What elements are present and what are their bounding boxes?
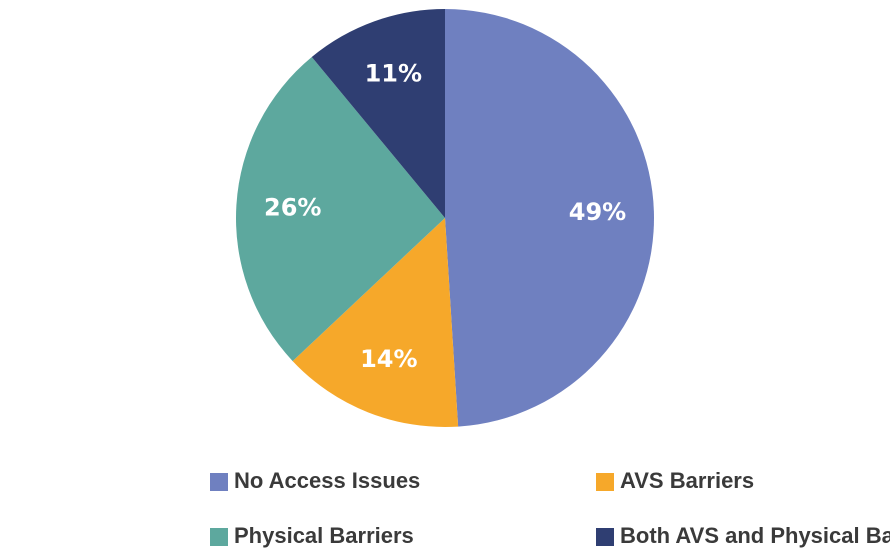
legend-swatch	[210, 528, 228, 546]
slice-label: 49%	[569, 198, 626, 226]
slice-label: 26%	[264, 193, 321, 221]
legend-label: No Access Issues	[234, 468, 420, 493]
pie-slice	[292, 218, 459, 427]
slice-label: 11%	[365, 59, 422, 87]
legend-label: AVS Barriers	[620, 468, 754, 493]
legend-label: Both AVS and Physical Barriers	[620, 523, 890, 548]
legend-swatch	[596, 528, 614, 546]
pie-slice	[311, 9, 445, 218]
pie-slice	[236, 56, 445, 362]
pie-slice	[445, 9, 654, 427]
legend-label: Physical Barriers	[234, 523, 414, 548]
legend-swatch	[210, 473, 228, 491]
legend-swatch	[596, 473, 614, 491]
slice-label: 14%	[360, 345, 417, 373]
